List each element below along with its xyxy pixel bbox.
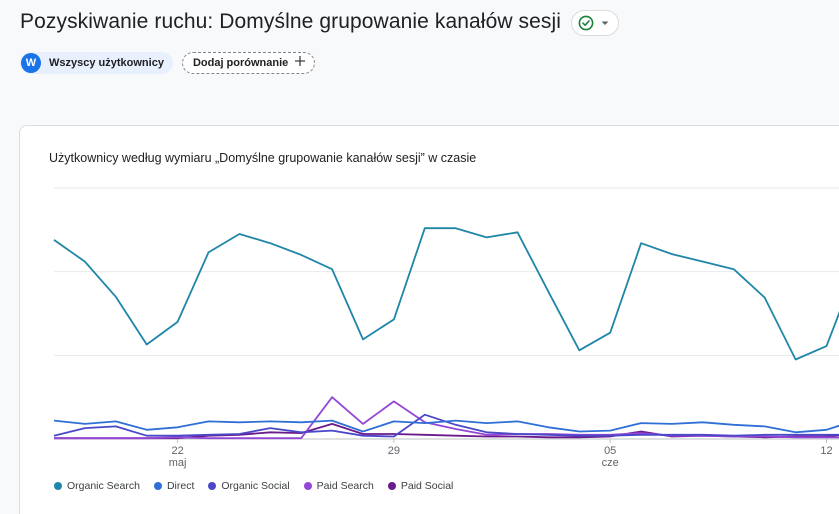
segment-avatar: W bbox=[21, 53, 41, 73]
report-status-dropdown[interactable] bbox=[571, 10, 620, 36]
chart-card: Użytkownicy według wymiaru „Domyślne gru… bbox=[19, 125, 839, 514]
plus-icon bbox=[294, 54, 306, 72]
page-title: Pozyskiwanie ruchu: Domyślne grupowanie … bbox=[20, 10, 562, 33]
legend-item-paid-search[interactable]: Paid Search bbox=[303, 480, 374, 492]
legend-dot-icon bbox=[387, 482, 396, 490]
legend-label: Organic Search bbox=[67, 480, 140, 492]
legend-dot-icon bbox=[54, 482, 62, 490]
legend-label: Direct bbox=[166, 480, 195, 492]
legend-dot-icon bbox=[208, 482, 217, 490]
legend-item-paid-social[interactable]: Paid Social bbox=[387, 480, 454, 492]
x-tick-label-day: 22 bbox=[171, 445, 183, 457]
add-comparison-button[interactable]: Dodaj porównanie bbox=[181, 52, 316, 74]
x-tick-label-month: maj bbox=[169, 457, 187, 469]
report-header: Pozyskiwanie ruchu: Domyślne grupowanie … bbox=[20, 8, 620, 36]
comparison-bar: W Wszyscy użytkownicy Dodaj porównanie bbox=[20, 52, 316, 74]
legend-dot-icon bbox=[153, 482, 162, 490]
legend-label: Paid Search bbox=[316, 480, 374, 492]
chart-legend: Organic Search Direct Organic Social Paid S… bbox=[54, 480, 453, 492]
legend-label: Organic Social bbox=[221, 480, 290, 492]
legend-dot-icon bbox=[303, 482, 312, 490]
series-line-organic-social[interactable] bbox=[53, 413, 839, 438]
series-line-paid-search[interactable] bbox=[54, 396, 839, 440]
x-tick-label-day: 05 bbox=[604, 445, 616, 457]
series-line-direct[interactable] bbox=[53, 415, 839, 434]
add-comparison-label: Dodaj porównanie bbox=[192, 57, 289, 69]
legend-item-organic-search[interactable]: Organic Search bbox=[54, 480, 140, 492]
legend-label: Paid Social bbox=[400, 480, 454, 492]
series-line-organic-search[interactable] bbox=[53, 227, 839, 361]
segment-chip-all-users[interactable]: W Wszyscy użytkownicy bbox=[20, 52, 173, 74]
chart-card-title: Użytkownicy według wymiaru „Domyślne gru… bbox=[49, 151, 477, 165]
legend-item-direct[interactable]: Direct bbox=[153, 480, 195, 492]
legend-item-organic-social[interactable]: Organic Social bbox=[208, 480, 290, 492]
x-tick-label-day: 29 bbox=[388, 445, 400, 457]
x-tick-label-day: 12 bbox=[820, 445, 832, 457]
segment-label: Wszyscy użytkownicy bbox=[49, 57, 164, 69]
x-tick-label-month: cze bbox=[602, 457, 619, 469]
check-circle-icon bbox=[578, 15, 594, 31]
caret-down-icon bbox=[600, 18, 610, 28]
